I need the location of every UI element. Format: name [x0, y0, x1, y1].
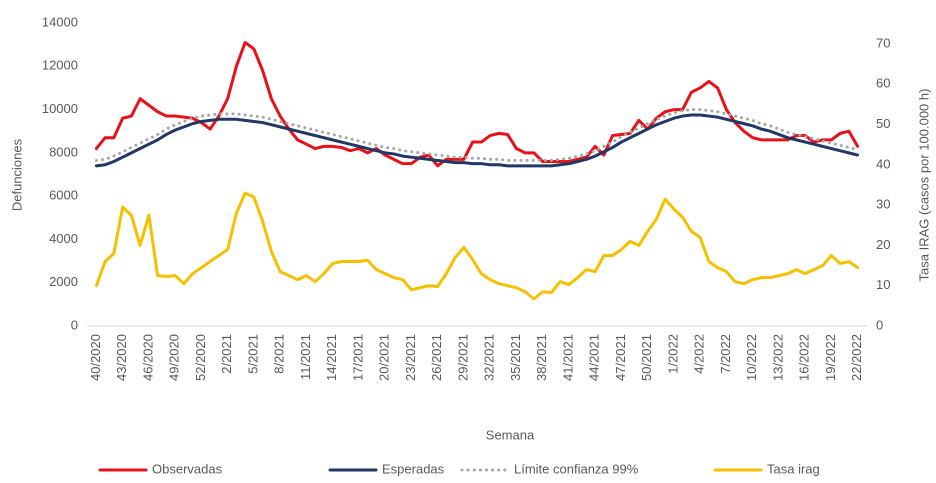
- series-line: [94, 40, 860, 168]
- x-tick-label: 2/2021: [219, 334, 234, 374]
- y-tick-label: 8000: [49, 144, 78, 159]
- x-tick-label: 16/2022: [797, 334, 812, 381]
- x-tick-label: 8/2021: [272, 334, 287, 374]
- x-tick-label: 49/2020: [167, 334, 182, 381]
- y-tick-label: 10000: [42, 101, 78, 116]
- x-tick-label: 44/2021: [587, 334, 602, 381]
- x-tick-label: 19/2022: [823, 334, 838, 381]
- x-tick-label: 22/2022: [849, 334, 864, 381]
- x-tick-label: 1/2022: [665, 334, 680, 374]
- y2-tick-label: 70: [876, 35, 890, 50]
- x-tick-label: 13/2022: [770, 334, 785, 381]
- y-tick-label: 6000: [49, 188, 78, 203]
- y2-tick-label: 20: [876, 237, 890, 252]
- y-tick-label: 0: [71, 317, 78, 332]
- x-tick-label: 4/2022: [692, 334, 707, 374]
- x-tick-label: 46/2020: [140, 334, 155, 381]
- series-line: [94, 113, 860, 168]
- x-tick-label: 23/2021: [403, 334, 418, 381]
- x-tick-label: 20/2021: [377, 334, 392, 381]
- y2-tick-label: 0: [876, 317, 883, 332]
- x-tick-label: 7/2022: [718, 334, 733, 374]
- legend-label: Esperadas: [382, 461, 445, 476]
- x-tick-label: 43/2020: [114, 334, 129, 381]
- x-axis-title: Semana: [486, 427, 535, 442]
- y2-axis-title: Tasa IRAG (casos por 100.000 h): [916, 89, 931, 282]
- series-line: [94, 108, 860, 162]
- y2-tick-label: 50: [876, 116, 890, 131]
- legend-label: Límite confianza 99%: [514, 461, 639, 476]
- y-tick-label: 4000: [49, 231, 78, 246]
- x-tick-label: 11/2021: [298, 334, 313, 380]
- x-tick-label: 35/2021: [508, 334, 523, 381]
- y2-tick-label: 10: [876, 277, 890, 292]
- x-tick-label: 17/2021: [350, 334, 365, 381]
- x-tick-label: 38/2021: [534, 334, 549, 381]
- x-tick-label: 10/2022: [744, 334, 759, 381]
- x-tick-label: 26/2021: [429, 334, 444, 381]
- y-tick-label: 2000: [49, 274, 78, 289]
- x-tick-label: 29/2021: [455, 334, 470, 381]
- x-tick-label: 40/2020: [88, 334, 103, 381]
- x-tick-label: 32/2021: [482, 334, 497, 381]
- y-axis-title: Defunciones: [9, 138, 24, 211]
- x-tick-label: 52/2020: [193, 334, 208, 381]
- legend-label: Tasa irag: [767, 461, 820, 476]
- x-tick-label: 5/2021: [245, 334, 260, 374]
- x-tick-label: 14/2021: [324, 334, 339, 381]
- y-tick-label: 12000: [42, 58, 78, 73]
- y2-tick-label: 60: [876, 76, 890, 91]
- y-tick-label: 14000: [42, 14, 78, 29]
- y2-tick-label: 30: [876, 197, 890, 212]
- y2-tick-label: 40: [876, 156, 890, 171]
- x-tick-label: 41/2021: [560, 334, 575, 381]
- x-tick-label: 50/2021: [639, 334, 654, 381]
- series-line: [94, 191, 860, 301]
- x-tick-label: 47/2021: [613, 334, 628, 381]
- legend-label: Observadas: [152, 461, 223, 476]
